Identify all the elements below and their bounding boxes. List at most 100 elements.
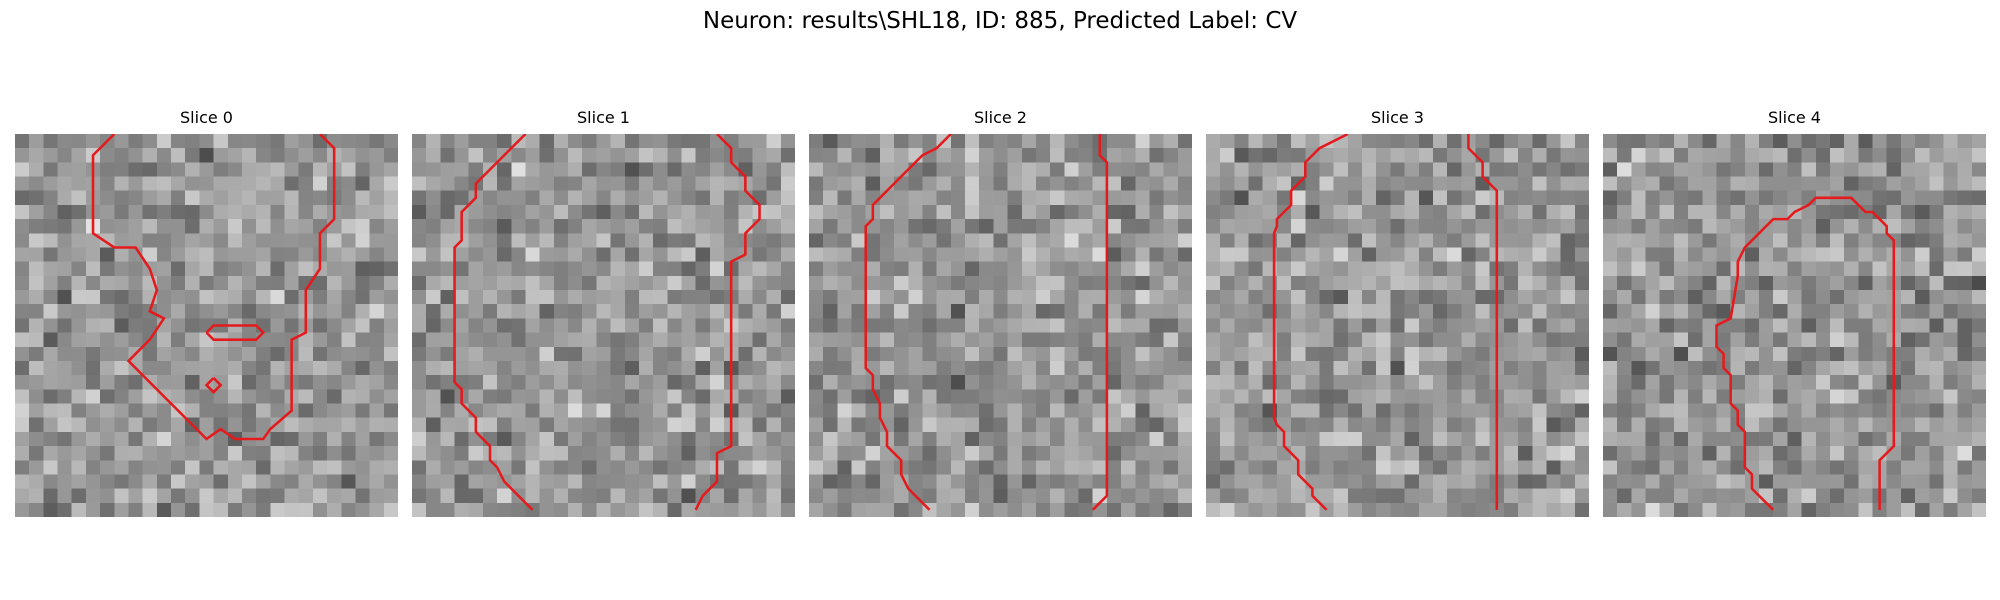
- pixel: [1362, 204, 1377, 220]
- pixel: [851, 346, 867, 362]
- pixel: [879, 446, 895, 461]
- pixel: [241, 304, 257, 319]
- pixel: [1915, 360, 1930, 376]
- pixel: [809, 190, 824, 206]
- pixel: [1801, 346, 1817, 362]
- pixel: [752, 431, 767, 447]
- pixel: [1362, 290, 1377, 305]
- pixel: [312, 431, 328, 447]
- pixel: [1872, 134, 1887, 149]
- pixel: [270, 290, 285, 305]
- pixel: [15, 360, 30, 376]
- pixel: [724, 502, 739, 517]
- pixel: [1560, 134, 1576, 149]
- pixel: [851, 247, 867, 262]
- pixel: [1560, 488, 1576, 504]
- pixel: [185, 261, 200, 277]
- pixel: [638, 431, 654, 447]
- pixel: [1064, 446, 1079, 461]
- pixel: [894, 431, 909, 447]
- pixel: [1546, 389, 1561, 404]
- pixel: [653, 360, 668, 376]
- pixel: [1276, 360, 1292, 376]
- pixel: [511, 304, 526, 319]
- pixel: [1673, 176, 1689, 192]
- pixel: [355, 474, 370, 489]
- pixel: [1929, 488, 1944, 504]
- pixel: [341, 488, 356, 504]
- pixel: [1347, 431, 1363, 447]
- pixel: [1035, 290, 1051, 305]
- pixel: [128, 431, 143, 447]
- pixel: [638, 134, 654, 149]
- pixel: [865, 318, 881, 333]
- pixel: [1007, 446, 1023, 461]
- pixel: [341, 431, 356, 447]
- pixel: [369, 290, 385, 305]
- pixel: [185, 247, 200, 262]
- pixel: [1475, 247, 1490, 262]
- pixel: [1305, 275, 1320, 291]
- pixel: [1418, 162, 1434, 177]
- pixel: [837, 176, 852, 192]
- pixel: [894, 261, 909, 277]
- pixel: [171, 204, 186, 220]
- pixel: [823, 474, 838, 489]
- pixel: [43, 474, 58, 489]
- pixel: [482, 247, 498, 262]
- pixel: [1390, 431, 1405, 447]
- pixel: [610, 304, 626, 319]
- pixel: [1844, 134, 1859, 149]
- pixel: [482, 176, 498, 192]
- pixel: [1234, 488, 1249, 504]
- pixel: [1971, 460, 1986, 475]
- pixel: [1092, 332, 1108, 348]
- pixel: [638, 346, 654, 362]
- pixel: [752, 332, 767, 348]
- pixel: [1872, 290, 1887, 305]
- pixel: [1503, 403, 1519, 418]
- pixel: [1447, 290, 1462, 305]
- pixel: [468, 275, 484, 291]
- pixel: [582, 360, 597, 376]
- pixel: [1971, 446, 1986, 461]
- pixel: [653, 502, 668, 517]
- pixel: [809, 460, 824, 475]
- pixel: [241, 233, 257, 248]
- pixel: [1971, 304, 1986, 319]
- pixel: [1121, 233, 1136, 248]
- pixel: [709, 502, 725, 517]
- pixel: [1532, 261, 1547, 277]
- pixel: [1688, 502, 1703, 517]
- pixel: [950, 134, 966, 149]
- pixel: [128, 375, 143, 390]
- pixel: [624, 275, 640, 291]
- pixel: [965, 176, 980, 192]
- pixel: [298, 346, 314, 362]
- pixel: [1447, 446, 1462, 461]
- pixel: [1220, 488, 1235, 504]
- pixel: [1135, 474, 1150, 489]
- pixel: [1744, 190, 1760, 206]
- pixel: [1064, 360, 1079, 376]
- pixel: [511, 460, 526, 475]
- pixel: [837, 134, 852, 149]
- pixel: [1291, 474, 1306, 489]
- pixel: [1617, 446, 1632, 461]
- pixel: [624, 332, 640, 348]
- pixel: [1333, 346, 1349, 362]
- pixel: [142, 474, 158, 489]
- pixel: [43, 360, 58, 376]
- pixel: [15, 502, 30, 517]
- pixel: [894, 318, 909, 333]
- pixel: [1206, 502, 1221, 517]
- pixel: [1050, 446, 1065, 461]
- pixel: [1234, 417, 1249, 433]
- pixel: [213, 403, 229, 418]
- pixel: [553, 446, 569, 461]
- pixel: [227, 389, 243, 404]
- pixel: [256, 190, 271, 206]
- pixel: [979, 488, 994, 504]
- pixel: [497, 204, 512, 220]
- pixel: [1872, 346, 1887, 362]
